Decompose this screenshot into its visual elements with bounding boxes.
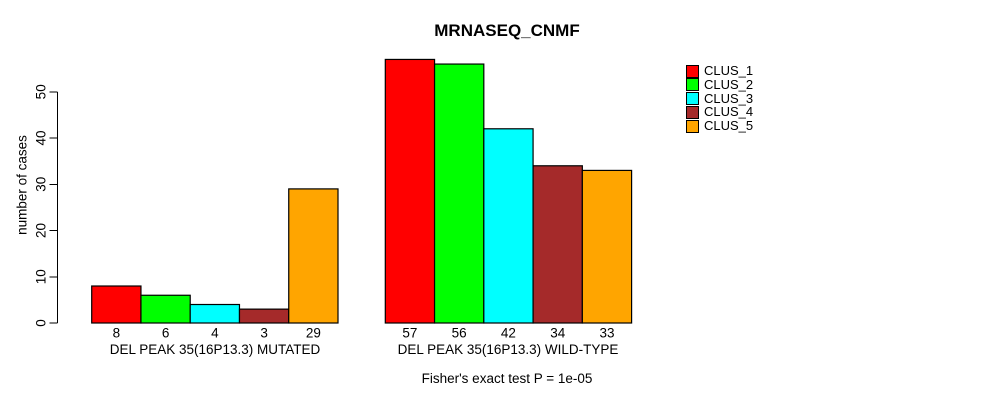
bar-value-label: 33 <box>599 326 614 341</box>
legend-swatch <box>686 119 699 133</box>
legend-item: CLUS_3 <box>686 90 754 106</box>
y-axis-tick-label: 10 <box>34 269 49 284</box>
legend-item: CLUS_5 <box>686 118 754 134</box>
legend-label: CLUS_5 <box>704 118 754 134</box>
bar-clus_5 <box>581 169 633 324</box>
legend-label: CLUS_2 <box>704 76 754 92</box>
legend: CLUS_1 CLUS_2 CLUS_3 CLUS_4 CLUS_5 <box>686 63 754 134</box>
y-axis-tick-label: 30 <box>34 177 49 192</box>
legend-swatch <box>686 64 699 78</box>
bar-clus_4 <box>532 165 583 324</box>
legend-label: CLUS_4 <box>704 104 754 120</box>
bar-value-label: 3 <box>260 326 268 341</box>
y-axis-tick-label: 20 <box>34 223 49 238</box>
bar-clus_2 <box>433 63 485 324</box>
group-label-wildtype: DEL PEAK 35(16P13.3) WILD-TYPE <box>397 342 619 357</box>
bar-value-label: 34 <box>550 326 566 341</box>
chart-title: MRNASEQ_CNMF <box>434 21 580 40</box>
legend-swatch <box>686 78 699 92</box>
legend-item: CLUS_1 <box>686 63 754 78</box>
bar-clus_4 <box>238 308 290 324</box>
bar-value-label: 8 <box>113 326 121 341</box>
fisher-test-note: Fisher's exact test P = 1e-05 <box>421 371 593 386</box>
legend-label: CLUS_3 <box>704 90 754 106</box>
bar-value-label: 56 <box>452 326 467 341</box>
bar-clus_1 <box>91 285 142 324</box>
legend-item: CLUS_4 <box>686 104 754 120</box>
group-label-mutated: DEL PEAK 35(16P13.3) MUTATED <box>109 342 321 357</box>
legend-label: CLUS_1 <box>704 63 754 78</box>
y-axis-tick-label: 50 <box>34 84 49 99</box>
legend-swatch <box>686 105 699 119</box>
bar-clus_3 <box>189 303 241 324</box>
y-axis-tick-label: 40 <box>34 131 49 146</box>
bar-value-label: 42 <box>501 326 516 341</box>
legend-item: CLUS_2 <box>686 76 754 92</box>
bar-value-label: 29 <box>306 326 321 341</box>
bar-clus_1 <box>384 58 436 324</box>
y-axis-tick-label: 0 <box>34 319 49 327</box>
bar-clus_3 <box>483 128 534 324</box>
bar-value-label: 6 <box>162 326 170 341</box>
bar-clus_5 <box>288 188 339 324</box>
legend-swatch <box>686 92 699 106</box>
bar-clus_2 <box>140 294 191 324</box>
bar-value-label: 4 <box>211 326 219 341</box>
bar-value-label: 57 <box>402 326 417 341</box>
